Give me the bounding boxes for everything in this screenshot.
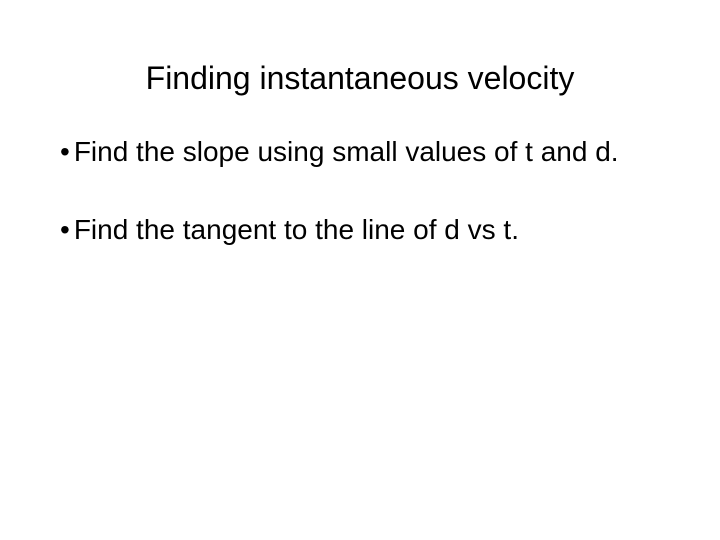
slide-title: Finding instantaneous velocity (60, 60, 660, 97)
bullet-item: • Find the tangent to the line of d vs t… (60, 211, 660, 249)
bullet-text: Find the tangent to the line of d vs t. (74, 211, 660, 249)
bullet-item: • Find the slope using small values of t… (60, 133, 660, 171)
bullet-marker: • (60, 133, 74, 171)
bullet-marker: • (60, 211, 74, 249)
bullet-text: Find the slope using small values of t a… (74, 133, 660, 171)
